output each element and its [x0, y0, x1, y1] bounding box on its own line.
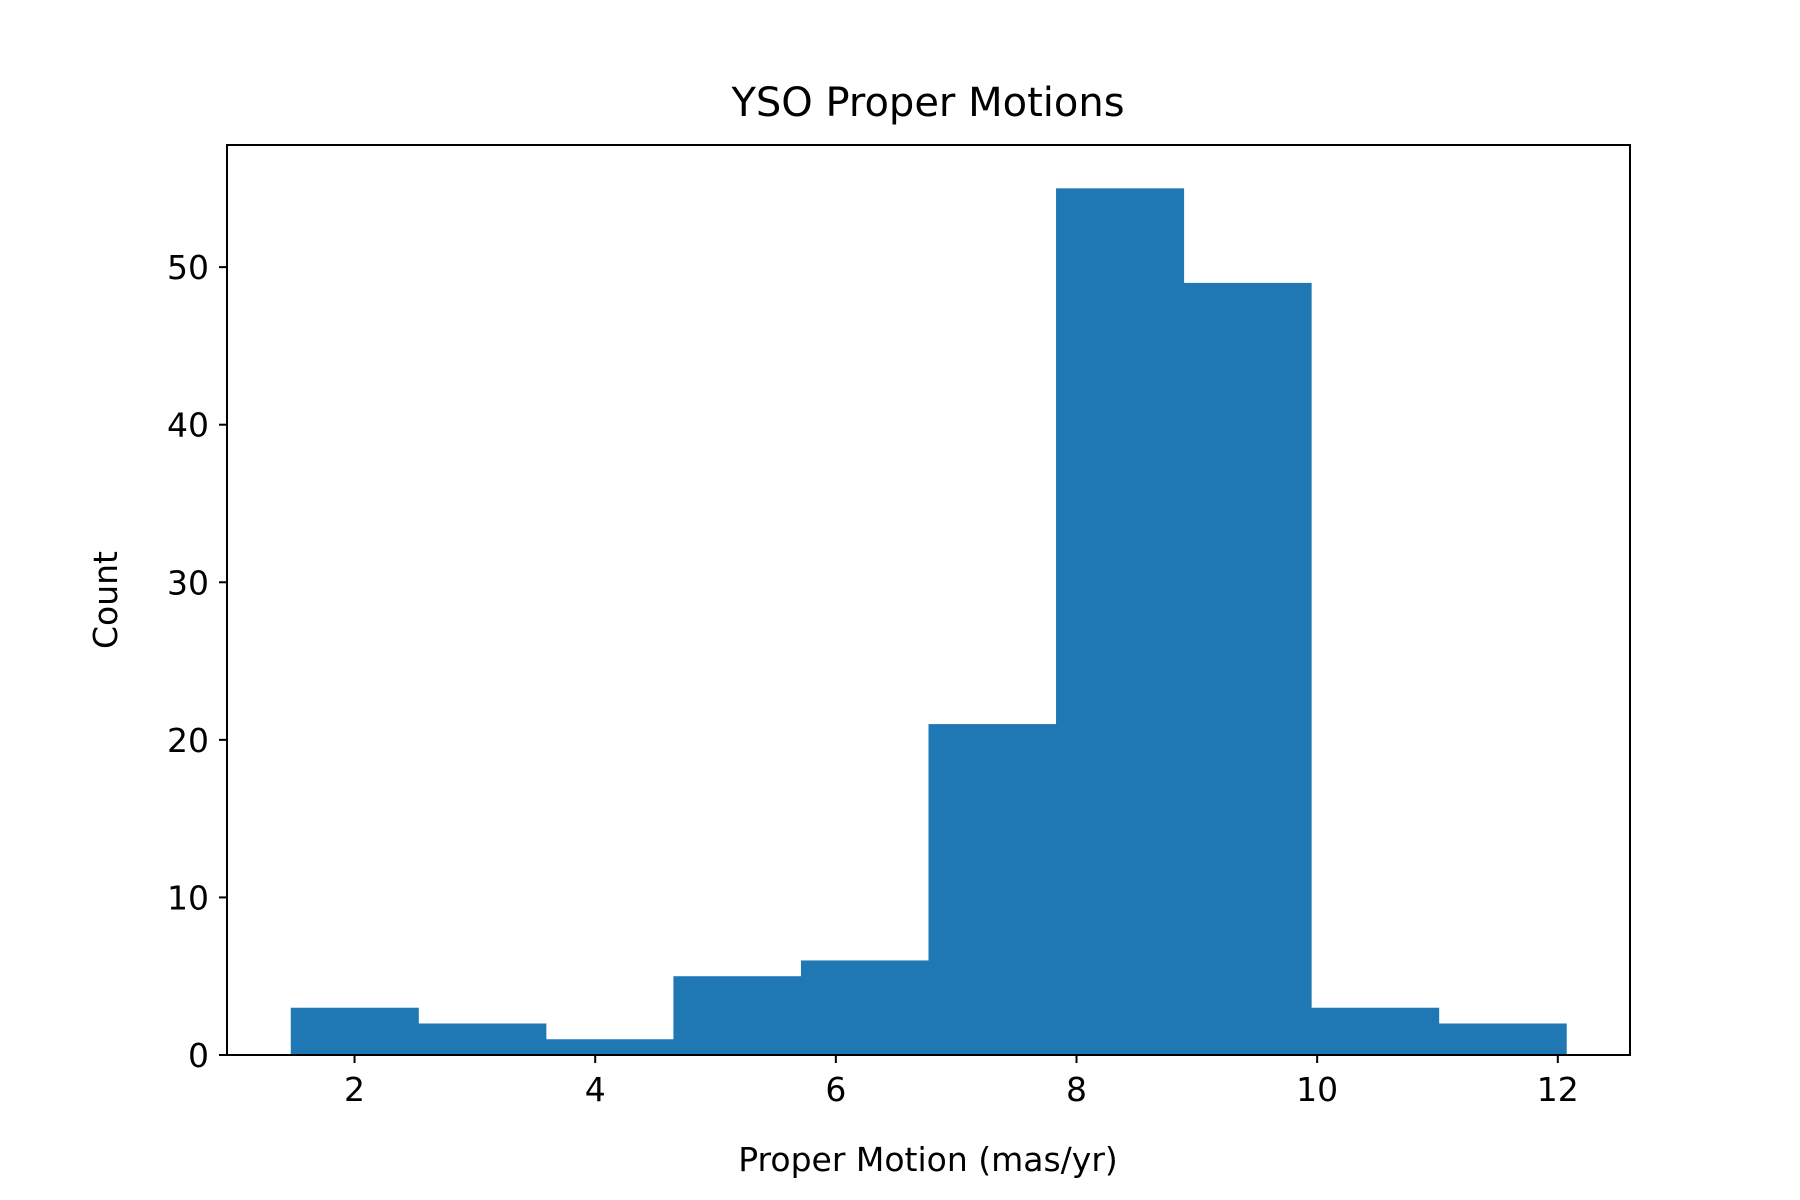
y-tick-label: 30: [167, 563, 209, 602]
histogram-bar: [928, 724, 1057, 1055]
y-tick-label: 20: [167, 721, 209, 760]
histogram-bar: [1183, 282, 1312, 1055]
x-tick-label: 6: [825, 1070, 846, 1109]
x-axis-title: Proper Motion (mas/yr): [738, 1140, 1118, 1179]
y-tick-label: 50: [167, 248, 209, 287]
x-axis-ticks: 2 4 6 8 10 12: [344, 1055, 1579, 1109]
histogram-bar: [290, 1007, 419, 1055]
y-tick-label: 0: [188, 1036, 209, 1075]
y-axis-title: Count: [86, 551, 125, 649]
x-tick-label: 8: [1066, 1070, 1087, 1109]
bars-group: [290, 188, 1567, 1056]
x-tick-label: 4: [585, 1070, 606, 1109]
x-tick-label: 12: [1537, 1070, 1579, 1109]
y-tick-label: 10: [167, 878, 209, 917]
histogram-bar: [418, 1023, 547, 1055]
x-tick-label: 10: [1296, 1070, 1338, 1109]
y-tick-label: 40: [167, 406, 209, 445]
histogram-bar: [1056, 188, 1185, 1056]
histogram-bar: [800, 960, 929, 1055]
histogram-bar: [673, 976, 802, 1055]
histogram-bar: [545, 1039, 674, 1055]
histogram-bar: [1311, 1007, 1440, 1055]
plot-frame: [226, 144, 1631, 1056]
chart-title: YSO Proper Motions: [730, 80, 1124, 126]
x-tick-label: 2: [344, 1070, 365, 1109]
y-axis-ticks: 0 10 20 30 40 50: [167, 248, 227, 1075]
histogram-bar: [1438, 1023, 1567, 1055]
